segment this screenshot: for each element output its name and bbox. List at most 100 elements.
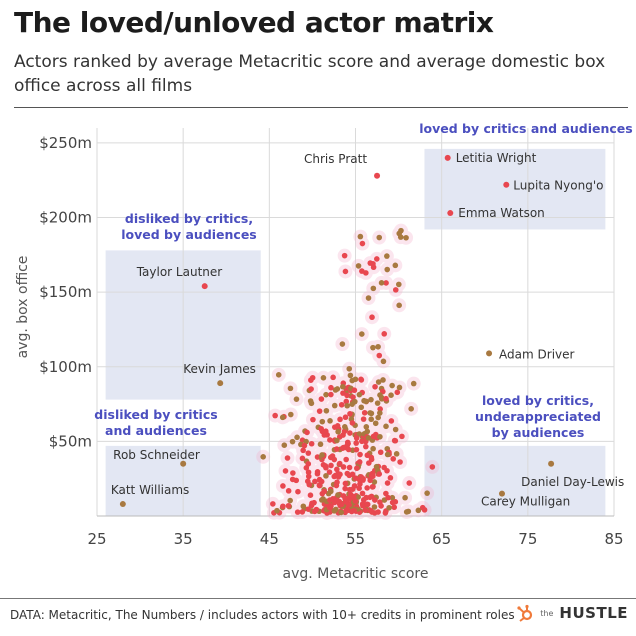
- hustle-logo: the HUSTLE: [516, 604, 628, 622]
- x-tick-label: 75: [518, 530, 537, 548]
- actor-point-labeled: [498, 490, 505, 497]
- actor-point: [372, 420, 379, 427]
- actor-point: [331, 402, 338, 409]
- actor-point: [360, 416, 367, 422]
- actor-point: [357, 481, 363, 487]
- actor-point: [353, 435, 360, 441]
- actor-point: [311, 508, 318, 515]
- actor-point: [386, 504, 392, 511]
- zone-annotation-line: and audiences: [105, 423, 207, 438]
- actor-point: [372, 383, 378, 390]
- actor-point: [369, 314, 375, 321]
- actor-point: [346, 501, 353, 508]
- actor-point: [394, 389, 401, 396]
- actor-point: [353, 440, 359, 446]
- zone-box-0: [424, 148, 606, 230]
- actor-point: [333, 506, 339, 513]
- actor-name-label: Rob Schneider: [113, 448, 200, 462]
- actor-point: [327, 418, 333, 424]
- actor-point: [363, 398, 369, 405]
- logo-hustle: HUSTLE: [559, 604, 628, 622]
- actor-point: [342, 268, 349, 275]
- zone-annotation: loved by critics and audiences: [419, 121, 632, 136]
- actor-point: [272, 412, 278, 419]
- actor-point: [359, 438, 365, 445]
- zone-annotation-line: loved by critics and audiences: [419, 121, 632, 136]
- actor-point: [299, 455, 306, 462]
- actor-point-labeled: [180, 460, 187, 467]
- actor-point: [424, 490, 430, 496]
- actor-point: [275, 372, 282, 378]
- actor-point: [318, 396, 325, 402]
- actor-name-label: Chris Pratt: [304, 152, 367, 166]
- source-note: DATA: Metacritic, The Numbers / includes…: [10, 608, 515, 622]
- actor-point: [368, 416, 375, 423]
- actor-point: [355, 263, 362, 269]
- zone-annotation-line: disliked by critics: [94, 407, 217, 422]
- actor-point: [359, 501, 366, 507]
- actor-point: [347, 410, 353, 417]
- actor-point: [364, 452, 371, 459]
- actor-point: [343, 456, 349, 463]
- actor-point: [307, 398, 314, 404]
- actor-point: [344, 392, 350, 399]
- actor-point: [377, 410, 383, 416]
- x-tick-label: 55: [346, 530, 365, 548]
- actor-point: [288, 411, 294, 418]
- actor-point: [305, 469, 312, 476]
- footer-divider: [0, 598, 636, 599]
- actor-point: [365, 435, 372, 441]
- actor-point: [398, 227, 404, 234]
- actor-point: [387, 475, 394, 481]
- chart-title: The loved/unloved actor matrix: [14, 6, 494, 39]
- actor-point: [323, 391, 329, 398]
- actor-point: [370, 260, 376, 267]
- actor-point: [370, 473, 376, 480]
- actor-point: [383, 490, 389, 497]
- y-tick-label: $100m: [39, 358, 92, 376]
- actor-point: [374, 400, 381, 406]
- actor-point: [347, 372, 354, 379]
- actor-point: [367, 477, 374, 484]
- actor-point: [305, 461, 312, 467]
- actor-point: [301, 442, 308, 449]
- actor-point: [377, 433, 383, 440]
- actor-point: [362, 507, 369, 514]
- actor-point: [338, 501, 345, 508]
- actor-point: [368, 396, 374, 403]
- chart-subtitle: Actors ranked by average Metacritic scor…: [14, 52, 606, 96]
- actor-point: [346, 365, 353, 372]
- actor-point: [289, 438, 296, 445]
- zone-annotation-line: disliked by critics,: [125, 211, 253, 226]
- actor-point: [402, 494, 408, 501]
- actor-point: [305, 473, 312, 480]
- actor-point: [346, 486, 353, 493]
- actor-point: [328, 488, 334, 495]
- actor-point: [403, 234, 409, 241]
- actor-point: [340, 464, 347, 470]
- actor-point: [371, 504, 378, 510]
- actor-point-labeled: [374, 172, 381, 179]
- actor-point: [406, 480, 413, 486]
- actor-point: [340, 444, 347, 451]
- actor-point: [335, 428, 341, 435]
- actor-point: [377, 449, 384, 456]
- actor-point: [388, 418, 395, 424]
- actor-point: [270, 501, 276, 507]
- actor-point: [384, 467, 390, 474]
- actor-point: [320, 375, 327, 381]
- actor-point: [393, 451, 400, 457]
- actor-point: [338, 509, 344, 516]
- actor-point: [336, 460, 343, 467]
- actor-point: [351, 387, 358, 394]
- actor-point: [361, 409, 368, 416]
- actor-point: [376, 352, 383, 359]
- actor-point: [308, 440, 315, 447]
- actor-point: [388, 392, 394, 399]
- actor-point: [287, 497, 293, 504]
- actor-point: [280, 483, 286, 489]
- actor-point: [339, 383, 346, 390]
- actor-point: [372, 431, 379, 438]
- actor-point: [389, 494, 396, 501]
- actor-point: [260, 454, 266, 460]
